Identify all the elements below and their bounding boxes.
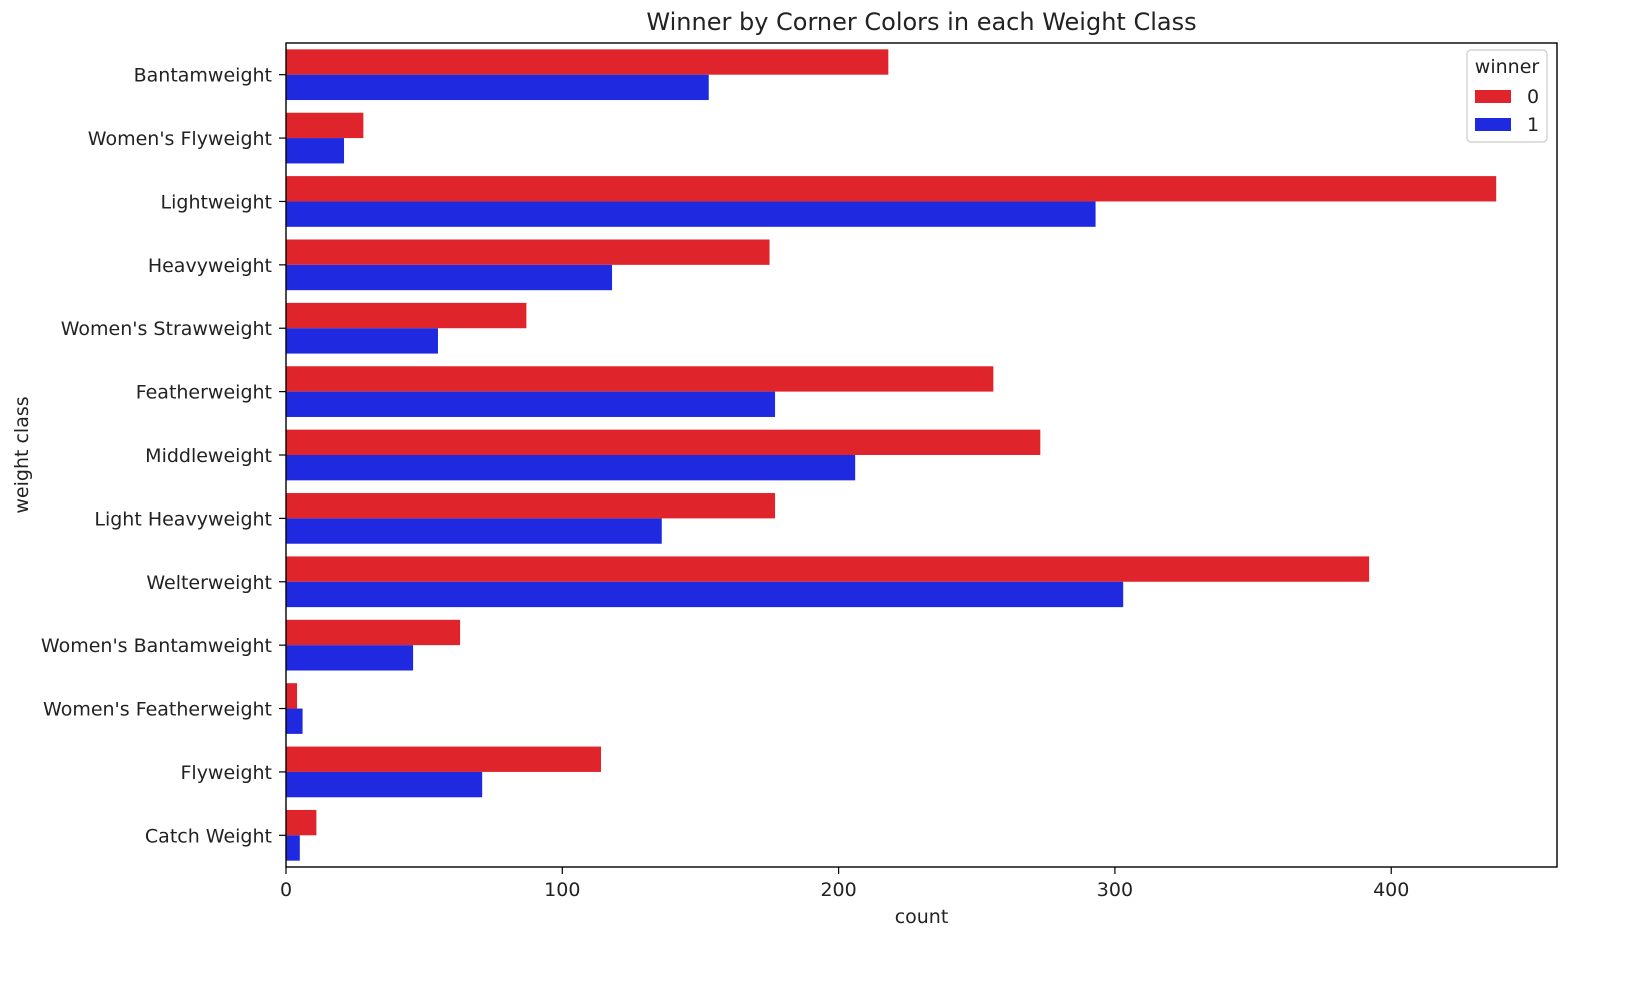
bar-series-1-3 [286, 264, 613, 291]
x-ticks: 0 100 200 300 400 [280, 867, 1409, 901]
legend-swatch-0 [1475, 90, 1511, 103]
legend-label-1: 1 [1527, 114, 1539, 136]
x-tick-label: 0 [280, 879, 292, 901]
legend-label-0: 0 [1527, 86, 1539, 108]
plot-frame [285, 42, 1558, 868]
bar-series-0-8 [286, 556, 1370, 582]
y-tick-label: Heavyweight [148, 255, 272, 277]
bar-series-1-2 [286, 201, 1096, 227]
y-tick-label: Catch Weight [145, 825, 272, 847]
bar-series-1-4 [286, 328, 438, 354]
bar-series-1-5 [286, 391, 776, 417]
bar-series-0-6 [286, 429, 1041, 455]
y-tick-label: Middleweight [145, 445, 272, 467]
legend: winner 01 [1466, 49, 1548, 143]
bar-series-0-2 [286, 176, 1497, 202]
bar-series-1-1 [286, 138, 345, 164]
y-tick-label: Bantamweight [134, 65, 272, 87]
bar-series-1-0 [286, 74, 709, 101]
bar-series-0-4 [286, 302, 527, 329]
bar-series-0-9 [286, 619, 461, 646]
y-tick-label: Women's Strawweight [61, 318, 272, 340]
bar-series-0-1 [286, 112, 364, 139]
bar-series-1-12 [286, 835, 300, 861]
y-tick-label: Women's Featherweight [43, 699, 272, 721]
y-tick-label: Flyweight [180, 762, 272, 784]
bar-series-1-10 [286, 708, 303, 734]
legend-entries: 01 [1475, 86, 1539, 136]
legend-swatch-1 [1475, 118, 1511, 131]
bar-series-1-8 [286, 581, 1124, 608]
bar-series-1-7 [286, 518, 662, 544]
x-tick-label: 400 [1373, 879, 1409, 901]
x-tick-label: 100 [544, 879, 580, 901]
x-axis-label: count [895, 906, 949, 928]
y-axis-label: weight class [11, 396, 33, 513]
bar-series-0-10 [286, 683, 298, 709]
y-tick-label: Light Heavyweight [94, 508, 272, 530]
bar-series-0-7 [286, 493, 776, 519]
y-tick-label: Women's Bantamweight [41, 635, 272, 657]
bar-series-1-11 [286, 771, 483, 798]
bar-series-0-5 [286, 366, 994, 392]
y-tick-label: Welterweight [146, 572, 272, 594]
legend-title: winner [1475, 56, 1540, 78]
bar-series-0-12 [286, 809, 317, 836]
y-tick-label: Lightweight [161, 191, 272, 213]
bar-series-1-6 [286, 455, 856, 481]
bar-series-1-9 [286, 645, 414, 671]
bars-layer [286, 49, 1497, 861]
x-tick-label: 200 [820, 879, 856, 901]
x-tick-label: 300 [1097, 879, 1133, 901]
bar-series-0-0 [286, 49, 889, 75]
chart-title: Winner by Corner Colors in each Weight C… [646, 8, 1196, 36]
bar-series-0-11 [286, 746, 601, 772]
y-ticks: Bantamweight Women's Flyweight Lightweight… [41, 65, 286, 847]
bar-series-0-3 [286, 239, 770, 265]
y-tick-label: Featherweight [136, 382, 272, 404]
y-tick-label: Women's Flyweight [88, 128, 272, 150]
